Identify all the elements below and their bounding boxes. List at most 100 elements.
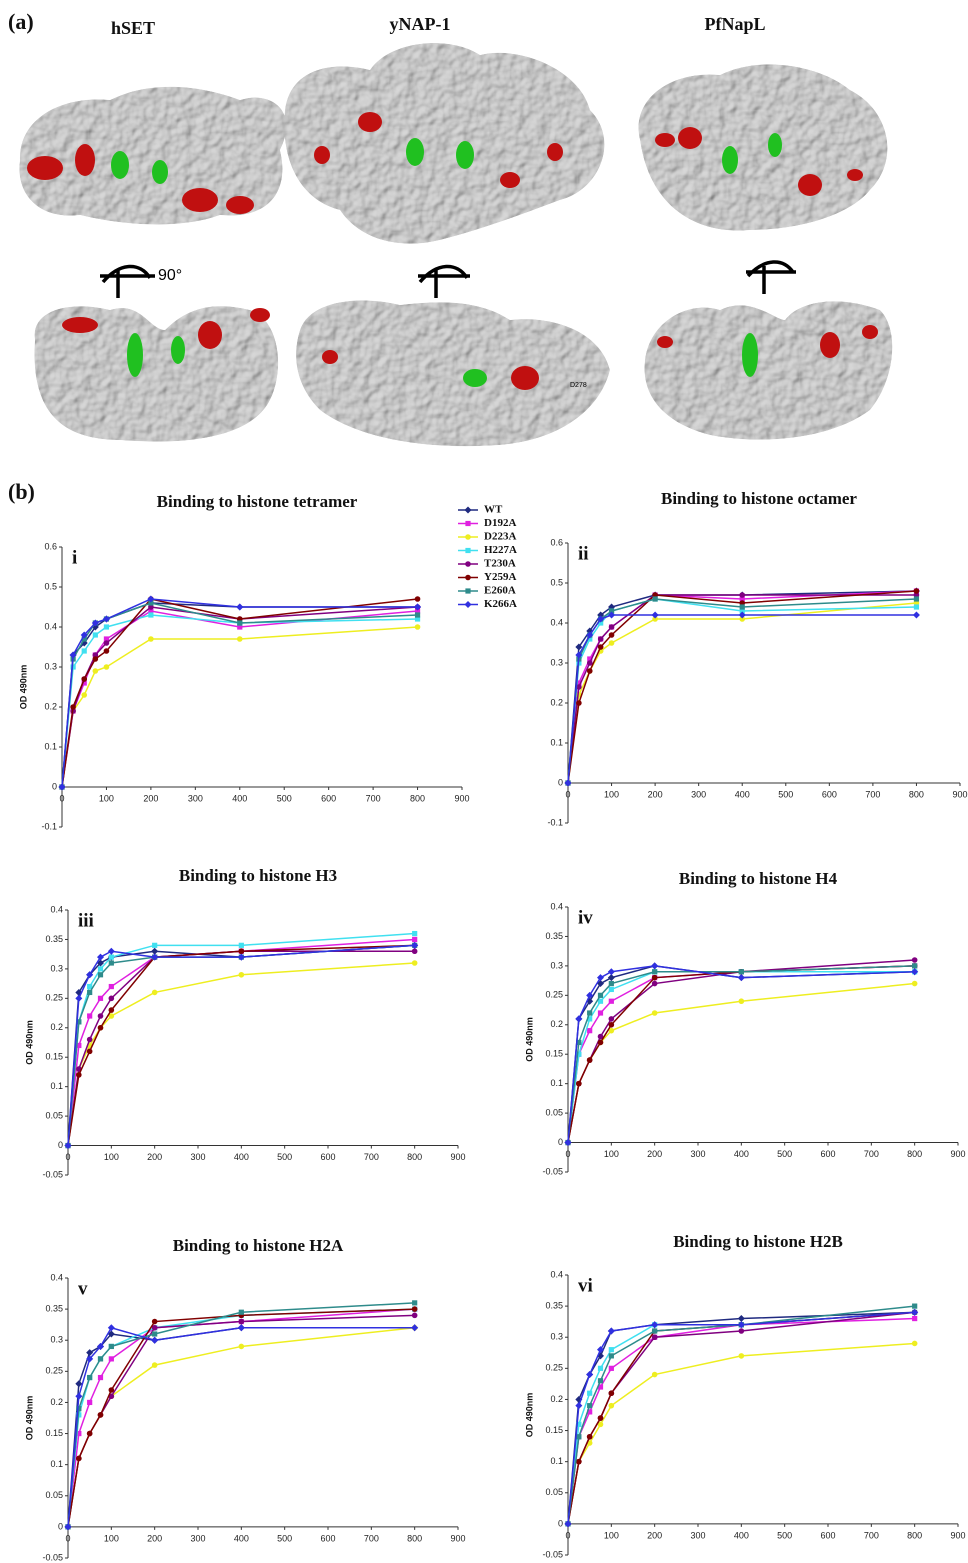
chart-title: Binding to histone H2A: [173, 1236, 344, 1255]
series-line: [68, 934, 415, 1146]
data-point: [587, 1434, 593, 1440]
data-point: [576, 1459, 582, 1465]
data-point: [738, 974, 745, 981]
y-tick-label: -0.05: [542, 1166, 563, 1176]
series-line: [568, 972, 915, 1143]
y-tick-label: 0.4: [550, 901, 563, 911]
data-point: [415, 624, 421, 630]
structures: [19, 43, 892, 446]
y-tick-label: 0.4: [50, 1272, 63, 1282]
data-point: [415, 596, 421, 602]
data-point: [609, 1390, 615, 1396]
x-tick-label: 900: [450, 1152, 465, 1162]
data-point: [81, 676, 87, 682]
data-point: [598, 644, 604, 650]
x-tick-label: 200: [648, 789, 663, 799]
y-tick-label: 0.25: [545, 990, 563, 1000]
data-point: [239, 1344, 245, 1350]
y-tick-label: 0.5: [550, 577, 563, 587]
x-tick-label: 900: [950, 1149, 965, 1159]
data-point: [412, 960, 418, 966]
data-point: [93, 632, 98, 637]
y-tick-label: 0.05: [545, 1107, 563, 1117]
chart: Binding to histone octamerii-0.100.10.20…: [547, 489, 967, 827]
data-point: [576, 700, 582, 706]
y-tick-label: -0.05: [42, 1169, 63, 1179]
series-line: [568, 1306, 915, 1524]
data-point: [238, 1324, 245, 1331]
data-point: [739, 1328, 745, 1334]
panel-number: vi: [578, 1275, 593, 1296]
series-line: [68, 1303, 415, 1527]
data-point: [739, 998, 745, 1004]
data-point: [912, 1316, 917, 1321]
data-point: [98, 1375, 103, 1380]
data-point: [598, 1378, 603, 1383]
x-tick-label: 300: [190, 1152, 205, 1162]
data-point: [412, 931, 417, 936]
x-tick-label: 100: [604, 789, 619, 799]
data-point: [609, 999, 614, 1004]
data-point: [912, 1341, 918, 1347]
x-tick-label: 500: [277, 793, 292, 803]
y-tick-label: 0: [558, 1137, 563, 1147]
series-line: [568, 966, 915, 1143]
x-tick-label: 0: [565, 789, 570, 799]
chart-title: Binding to histone H4: [679, 869, 838, 888]
data-point: [81, 692, 87, 698]
data-point: [738, 1315, 745, 1322]
y-tick-label: 0.1: [44, 741, 57, 751]
x-tick-label: 300: [691, 789, 706, 799]
y-tick-label: 0.35: [545, 1300, 563, 1310]
legend-marker: [465, 548, 470, 553]
x-tick-label: 600: [820, 1149, 835, 1159]
data-point: [608, 1328, 615, 1335]
data-point: [575, 1015, 582, 1022]
y-tick-label: 0.05: [45, 1490, 63, 1500]
y-tick-label: 0.3: [550, 960, 563, 970]
x-tick-label: 500: [277, 1533, 292, 1543]
x-tick-label: 800: [909, 789, 924, 799]
x-tick-label: 700: [865, 789, 880, 799]
x-tick-label: 100: [604, 1149, 619, 1159]
data-point: [598, 1010, 603, 1015]
data-point: [98, 996, 103, 1001]
y-tick-label: -0.1: [41, 821, 57, 831]
data-point: [82, 648, 87, 653]
data-point: [586, 1371, 593, 1378]
panel-number: iv: [578, 907, 593, 928]
series-line: [568, 1312, 915, 1524]
x-tick-label: 900: [952, 789, 967, 799]
data-point: [98, 1412, 104, 1418]
y-tick-label: 0.25: [45, 1366, 63, 1376]
x-tick-label: 800: [410, 793, 425, 803]
data-point: [914, 588, 920, 594]
data-point: [151, 1337, 158, 1344]
y-tick-label: 0: [58, 1521, 63, 1531]
x-tick-label: 0: [65, 1152, 70, 1162]
data-point: [109, 996, 115, 1002]
data-point: [912, 963, 917, 968]
data-point: [87, 1049, 93, 1055]
series-line: [568, 615, 916, 783]
chart-title: Binding to histone octamer: [661, 489, 857, 508]
x-tick-label: 600: [820, 1530, 835, 1540]
x-tick-label: 0: [565, 1530, 570, 1540]
data-point: [239, 943, 244, 948]
series-line: [568, 966, 915, 1143]
x-tick-label: 100: [104, 1533, 119, 1543]
y-tick-label: 0.2: [550, 1394, 563, 1404]
x-tick-label: 300: [190, 1533, 205, 1543]
chart: Binding to histone H2BviOD 490nm-0.0500.…: [524, 1232, 965, 1559]
data-point: [576, 1081, 582, 1087]
data-point: [739, 969, 744, 974]
x-tick-label: 600: [822, 789, 837, 799]
legend-label: H227A: [484, 544, 517, 556]
data-point: [108, 948, 115, 955]
data-point: [87, 1400, 92, 1405]
protein-name: hSET: [111, 18, 155, 38]
data-point: [70, 704, 76, 710]
series-line: [568, 966, 915, 1143]
data-point: [652, 969, 657, 974]
y-tick-label: 0.3: [44, 661, 57, 671]
